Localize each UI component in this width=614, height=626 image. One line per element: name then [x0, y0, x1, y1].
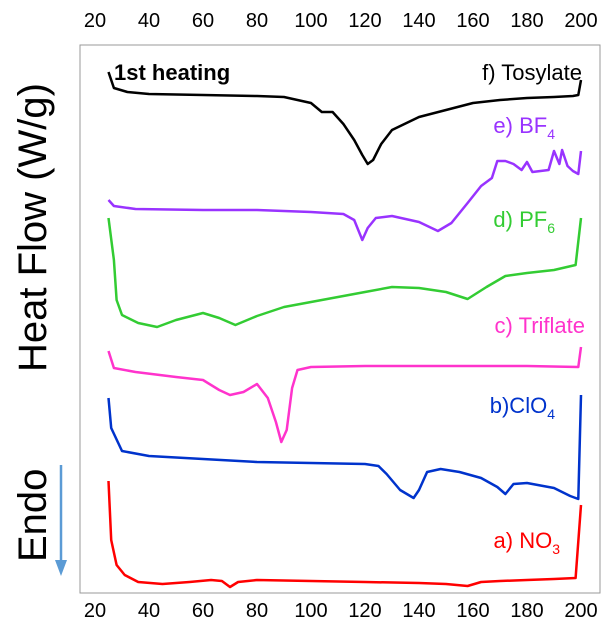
bottom-tick-label-180: 180	[510, 600, 543, 622]
series-label-sub-4: 4	[547, 406, 555, 422]
bottom-tick-label-40: 40	[138, 600, 160, 622]
series-label-3: c) Triflate	[495, 313, 585, 338]
series-label-main-5: a) NO	[494, 528, 553, 553]
series-label-1: e) BF4	[493, 113, 555, 142]
series-label-4: b)ClO4	[490, 393, 555, 422]
endo-label: Endo	[11, 469, 55, 562]
series-line-2	[107, 217, 583, 329]
y-axis-label: Heat Flow (W/g)	[11, 83, 55, 372]
series-label-main-0: f) Tosylate	[482, 60, 582, 85]
series-label-main-3: c) Triflate	[495, 313, 585, 338]
series-label-0: f) Tosylate	[482, 60, 582, 85]
top-tick-label-200: 200	[564, 10, 597, 32]
bottom-tick-label-140: 140	[402, 600, 435, 622]
top-tick-labels: 20 40 60 80 100 120 140 160 180 200	[84, 10, 598, 32]
series-label-main-2: d) PF	[493, 207, 547, 232]
bottom-tick-labels: 20 40 60 80 100 120 140 160 180 200	[84, 600, 598, 622]
series-line-0	[107, 71, 583, 166]
bottom-tick-label-80: 80	[246, 600, 268, 622]
top-tick-label-180: 180	[510, 10, 543, 32]
bottom-tick-label-60: 60	[192, 600, 214, 622]
top-tick-label-160: 160	[456, 10, 489, 32]
bottom-tick-label-200: 200	[564, 600, 597, 622]
bottom-tick-label-120: 120	[348, 600, 381, 622]
top-tick-label-80: 80	[246, 10, 268, 32]
series-label-sub-1: 4	[547, 126, 555, 142]
series-label-sub-2: 6	[547, 220, 555, 236]
bottom-tick-label-160: 160	[456, 600, 489, 622]
top-tick-label-100: 100	[294, 10, 327, 32]
bottom-tick-label-20: 20	[84, 600, 106, 622]
series-label-5: a) NO3	[494, 528, 561, 557]
top-tick-label-120: 120	[348, 10, 381, 32]
plot-frame	[79, 44, 601, 594]
series-lines	[107, 71, 583, 589]
series-line-1	[107, 148, 583, 242]
heating-annotation: 1st heating	[114, 60, 230, 85]
top-tick-label-40: 40	[138, 10, 160, 32]
bottom-tick-label-100: 100	[294, 600, 327, 622]
series-line-5	[107, 480, 583, 589]
series-label-main-1: e) BF	[493, 113, 547, 138]
endo-arrow	[55, 465, 67, 576]
series-label-2: d) PF6	[493, 207, 555, 236]
top-tick-label-140: 140	[402, 10, 435, 32]
series-label-sub-5: 3	[552, 541, 560, 557]
series-line-3	[107, 346, 583, 444]
series-label-main-4: b)ClO	[490, 393, 547, 418]
top-tick-label-20: 20	[84, 10, 106, 32]
series-line-4	[107, 394, 583, 501]
top-tick-label-60: 60	[192, 10, 214, 32]
